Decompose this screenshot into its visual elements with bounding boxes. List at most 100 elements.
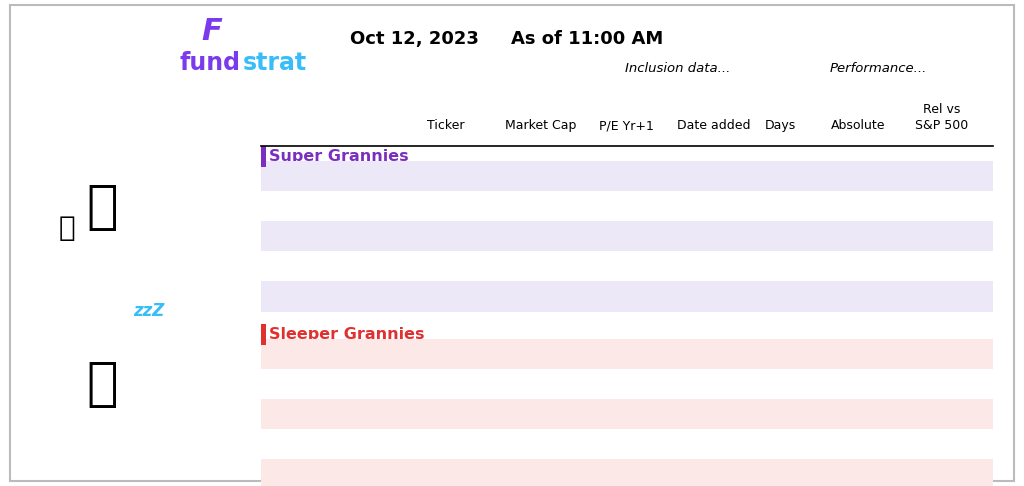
Text: Brown-Forman Corp: Brown-Forman Corp (290, 347, 408, 360)
Text: 5: 5 (269, 468, 278, 481)
Text: 1: 1 (269, 347, 278, 360)
Text: 25,751: 25,751 (520, 347, 561, 360)
Text: 43.6x: 43.6x (610, 290, 643, 303)
Text: Arista Networks Inc: Arista Networks Inc (290, 260, 404, 273)
Text: 62,654: 62,654 (520, 468, 561, 481)
Text: Cadence Design Systems Inc: Cadence Design Systems Inc (290, 290, 461, 303)
Text: 60,904: 60,904 (520, 260, 561, 273)
Text: 9/21/2023: 9/21/2023 (684, 438, 743, 451)
Text: 9/21/2023: 9/21/2023 (684, 378, 743, 390)
Text: 10.1x: 10.1x (610, 468, 643, 481)
Text: 4.1%: 4.1% (843, 200, 873, 212)
Text: 4: 4 (269, 260, 278, 273)
Text: 24x: 24x (615, 347, 638, 360)
Text: 7x: 7x (620, 438, 634, 451)
Text: 9/21/2023: 9/21/2023 (684, 347, 743, 360)
Text: Performance...: Performance... (829, 62, 928, 74)
Text: NVIDIA Corp: NVIDIA Corp (290, 230, 362, 243)
Text: 28.9x: 28.9x (610, 260, 643, 273)
Text: CDNS: CDNS (429, 290, 462, 303)
Text: 27.6x: 27.6x (610, 230, 643, 243)
Text: 3.1%: 3.1% (927, 200, 957, 212)
Text: 5: 5 (269, 290, 278, 303)
Text: strat: strat (243, 52, 307, 75)
Text: 14.5%: 14.5% (924, 230, 961, 243)
Text: Oct 12, 2023: Oct 12, 2023 (350, 30, 479, 48)
Text: DVN: DVN (432, 438, 459, 451)
Text: 69,369: 69,369 (520, 290, 561, 303)
Text: Days: Days (765, 119, 796, 132)
Text: Ticker: Ticker (427, 119, 464, 132)
Text: 13.9x: 13.9x (610, 378, 643, 390)
Text: 21: 21 (773, 408, 787, 420)
Text: -3.6%: -3.6% (925, 468, 959, 481)
Text: -2.7%: -2.7% (841, 468, 876, 481)
Text: 122,328: 122,328 (516, 408, 565, 420)
Text: 9/21/2023: 9/21/2023 (684, 468, 743, 481)
Text: F: F (202, 17, 222, 46)
Text: As of 11:00 AM: As of 11:00 AM (511, 30, 663, 48)
Text: 👴: 👴 (87, 358, 118, 410)
Text: 0.7%: 0.7% (843, 438, 873, 451)
Text: 4: 4 (269, 438, 278, 451)
Text: NVDA: NVDA (429, 230, 462, 243)
Text: 21: 21 (773, 468, 787, 481)
Text: 95,162: 95,162 (520, 200, 561, 212)
Text: -0.2%: -0.2% (925, 438, 959, 451)
Text: Sleeper Grannies: Sleeper Grannies (269, 327, 425, 342)
Text: 1: 1 (269, 170, 278, 182)
Text: 21: 21 (773, 200, 787, 212)
Text: PayPal Holdings Inc: PayPal Holdings Inc (290, 468, 403, 481)
Text: BF/B: BF/B (432, 347, 459, 360)
Text: Tesla Inc: Tesla Inc (290, 170, 340, 182)
Text: HON: HON (432, 408, 459, 420)
Text: 23.1x: 23.1x (610, 200, 643, 212)
Text: 9/21/2023: 9/21/2023 (684, 230, 743, 243)
Text: 21: 21 (773, 438, 787, 451)
Text: 1,169,891: 1,169,891 (511, 230, 570, 243)
Text: 9/21/2023: 9/21/2023 (684, 408, 743, 420)
Text: 9/21/2023: 9/21/2023 (684, 170, 743, 182)
Text: P/E Yr+1: P/E Yr+1 (599, 119, 654, 132)
Text: 21: 21 (773, 378, 787, 390)
Text: 21: 21 (773, 170, 787, 182)
Text: -13.6%: -13.6% (922, 347, 963, 360)
Text: 11.7%: 11.7% (840, 290, 877, 303)
Text: Devon Energy Corp: Devon Energy Corp (290, 438, 404, 451)
Text: zzZ: zzZ (133, 302, 165, 320)
Text: VRTX: VRTX (430, 200, 461, 212)
Text: fund: fund (179, 52, 241, 75)
Text: 29,956: 29,956 (520, 438, 561, 451)
Text: Super Grannies: Super Grannies (269, 149, 409, 164)
Text: 10.7%: 10.7% (924, 290, 961, 303)
Text: 2: 2 (269, 378, 278, 390)
Text: 9/21/2023: 9/21/2023 (684, 260, 743, 273)
Text: 2: 2 (269, 200, 278, 212)
Text: ANET: ANET (430, 260, 461, 273)
Text: 21: 21 (773, 290, 787, 303)
Text: Rel vs
S&P 500: Rel vs S&P 500 (915, 103, 969, 132)
Text: 3: 3 (269, 230, 278, 243)
Text: 👵: 👵 (87, 181, 118, 232)
Text: Absolute: Absolute (830, 119, 886, 132)
Text: Date added: Date added (677, 119, 751, 132)
Text: 56.7x: 56.7x (610, 170, 643, 182)
Text: -4.9%: -4.9% (925, 378, 959, 390)
Text: 21: 21 (773, 347, 787, 360)
Text: 10.6%: 10.6% (840, 260, 877, 273)
Text: Market Cap: Market Cap (505, 119, 577, 132)
Text: 3: 3 (269, 408, 278, 420)
Text: -4.7%: -4.7% (925, 408, 959, 420)
Text: 2.7%: 2.7% (843, 170, 873, 182)
Text: 21: 21 (773, 260, 787, 273)
Text: -12.7%: -12.7% (838, 347, 879, 360)
Text: PYPL: PYPL (432, 468, 459, 481)
Text: TSLA: TSLA (431, 170, 460, 182)
Text: 1.7%: 1.7% (927, 170, 957, 182)
Text: PM: PM (437, 378, 454, 390)
Text: 9/21/2023: 9/21/2023 (684, 290, 743, 303)
Text: Inclusion data...: Inclusion data... (626, 62, 730, 74)
Text: 18.3x: 18.3x (610, 408, 643, 420)
Text: -3.8%: -3.8% (841, 408, 876, 420)
Text: -3.9%: -3.9% (841, 378, 876, 390)
